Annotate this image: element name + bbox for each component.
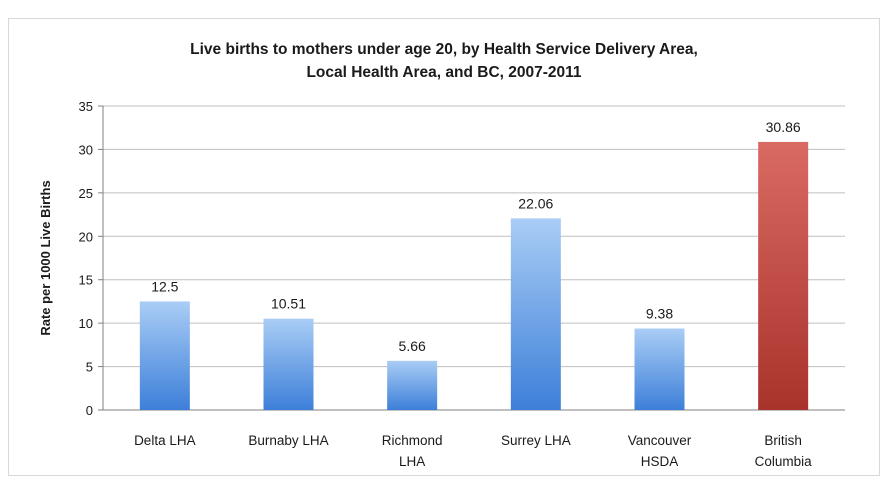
chart-title-line-1: Live births to mothers under age 20, by … <box>190 41 698 58</box>
y-tick-label: 10 <box>79 316 93 331</box>
x-tick-label: Burnaby LHA <box>248 433 328 448</box>
y-tick-label: 35 <box>79 99 93 114</box>
data-label: 22.06 <box>518 195 553 211</box>
y-tick-label: 0 <box>86 403 93 418</box>
bar <box>387 360 438 410</box>
x-tick-label: Delta LHA <box>134 433 196 448</box>
y-tick-label: 5 <box>86 360 93 375</box>
data-label: 10.51 <box>271 296 306 312</box>
x-tick-label: Surrey LHA <box>501 433 571 448</box>
y-tick-label: 25 <box>79 186 93 201</box>
bar <box>758 141 809 410</box>
data-label: 5.66 <box>399 338 426 354</box>
y-axis-label: Rate per 1000 Live Births <box>38 180 53 335</box>
x-tick-label: LHA <box>399 454 425 469</box>
bar <box>510 218 561 410</box>
bar <box>634 328 685 410</box>
data-label: 30.86 <box>766 119 801 135</box>
x-tick-label: Richmond <box>382 433 443 448</box>
x-tick-label: Vancouver <box>628 433 692 448</box>
y-tick-label: 15 <box>79 273 93 288</box>
data-label: 12.5 <box>151 278 178 294</box>
bar <box>263 318 314 410</box>
bar <box>139 301 190 410</box>
y-tick-label: 20 <box>79 229 93 244</box>
chart-title-line-2: Local Health Area, and BC, 2007-2011 <box>306 64 582 81</box>
x-tick-label: British <box>764 433 802 448</box>
data-label: 9.38 <box>646 306 673 322</box>
x-tick-label: Columbia <box>755 454 813 469</box>
x-tick-label: HSDA <box>641 454 679 469</box>
y-tick-label: 30 <box>79 142 93 157</box>
